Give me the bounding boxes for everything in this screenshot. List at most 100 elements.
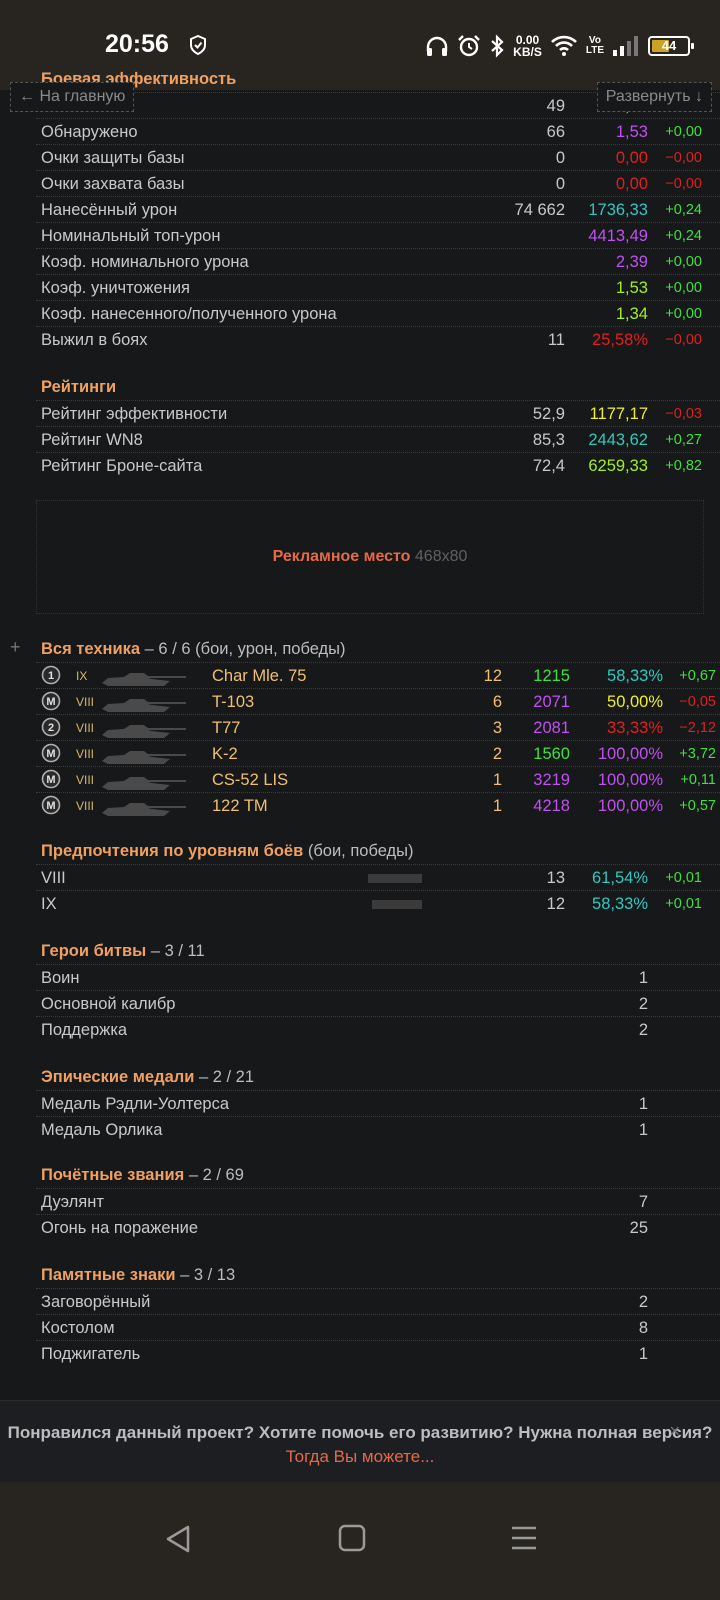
signal-icon — [613, 36, 638, 56]
mastery-badge-icon: M — [41, 743, 61, 763]
tier-winrate: 58,33% — [592, 895, 648, 913]
tier-label: IX — [41, 895, 57, 913]
vehicle-name[interactable]: K-2 — [212, 745, 238, 763]
status-time: 20:56 — [105, 30, 169, 58]
expand-vehicles-icon[interactable]: + — [10, 637, 21, 657]
achievement-label: Поддержка — [41, 1021, 128, 1039]
stat-value: 0 — [555, 149, 565, 167]
svg-text:M: M — [46, 774, 55, 786]
close-icon[interactable]: × — [669, 1421, 680, 1441]
achievement-label: Заговорённый — [41, 1293, 151, 1311]
svg-text:M: M — [46, 800, 55, 812]
vehicle-name[interactable]: Char Mle. 75 — [212, 667, 307, 685]
mastery-badge-icon: M — [41, 691, 61, 711]
achievement-label: Основной калибр — [41, 995, 176, 1013]
vehicle-row[interactable]: M VIII CS-52 LIS 1 3219 100,00% +0,11 — [36, 766, 720, 792]
achievement-row: Поддержка 2 — [36, 1016, 720, 1042]
vehicle-row[interactable]: 2 VIII T77 3 2081 33,33% −2,12 — [36, 714, 720, 740]
vehicle-row[interactable]: M VIII K-2 2 1560 100,00% +3,72 — [36, 740, 720, 766]
achievement-count: 25 — [629, 1219, 648, 1237]
stat-average: 1177,17 — [589, 405, 648, 423]
stat-delta: +0,00 — [665, 280, 702, 296]
achievement-row: Огонь на поражение 25 — [36, 1214, 720, 1240]
stat-value: 52,9 — [532, 405, 565, 423]
vehicles-title: Вся техника – 6 / 6 (бои, урон, победы) — [41, 640, 346, 658]
vehicle-battles: 12 — [483, 667, 502, 685]
home-button[interactable]: ← На главную — [10, 82, 135, 112]
support-banner: Понравился данный проект? Хотите помочь … — [0, 1400, 720, 1483]
menu-icon[interactable] — [510, 1524, 538, 1552]
vehicle-winrate: 50,00% — [607, 693, 663, 711]
ad-placeholder[interactable]: Рекламное место 468x80 — [36, 500, 704, 614]
vehicle-battles: 3 — [492, 719, 502, 737]
stat-average: 6259,33 — [588, 457, 648, 475]
tank-icon — [102, 725, 186, 738]
stat-row: Выжил в боях 11 25,58% −0,00 — [36, 326, 720, 352]
expand-button[interactable]: Развернуть ↓ — [596, 82, 712, 112]
vehicle-delta: +0,67 — [679, 668, 716, 684]
vehicle-damage: 2071 — [533, 693, 570, 711]
heroes-section: Герои битвы – 3 / 11 Воин 1 Основной калиб… — [36, 938, 720, 1042]
svg-text:M: M — [46, 696, 55, 708]
achievement-label: Медаль Орлика — [41, 1121, 163, 1139]
achievement-label: Дуэлянт — [41, 1193, 104, 1211]
achievement-count: 8 — [638, 1319, 648, 1337]
vehicle-row[interactable]: M VIII 122 TM 1 4218 100,00% +0,57 — [36, 792, 720, 818]
stat-label: Коэф. номинального урона — [41, 253, 249, 271]
vehicle-damage: 2081 — [533, 719, 570, 737]
stat-label: Обнаружено — [41, 123, 138, 141]
support-link[interactable]: Тогда Вы можете... — [285, 1447, 435, 1466]
support-question: Понравился данный проект? Хотите помочь … — [7, 1423, 713, 1442]
ratings-section: Рейтинги Рейтинг эффективности 52,9 1177,1… — [36, 374, 720, 478]
tank-icon — [102, 699, 186, 712]
achievement-row: Заговорённый 2 — [36, 1288, 720, 1314]
achievement-count: 7 — [638, 1193, 648, 1211]
volte-indicator: Vo LTE — [585, 35, 604, 56]
headphones-icon — [426, 36, 448, 56]
achievement-label: Огонь на поражение — [41, 1219, 199, 1237]
vehicle-battles: 6 — [492, 693, 502, 711]
achievement-count: 1 — [638, 969, 648, 987]
stat-delta: −0,03 — [665, 406, 702, 422]
heroes-title: Герои битвы – 3 / 11 — [41, 942, 205, 960]
stat-row: Коэф. уничтожения 1,53 +0,00 — [36, 274, 720, 300]
vehicle-winrate: 58,33% — [607, 667, 663, 685]
achievement-row: Медаль Орлика 1 — [36, 1116, 720, 1142]
svg-text:2: 2 — [48, 722, 54, 734]
stat-row: Коэф. номинального урона 2,39 +0,00 — [36, 248, 720, 274]
stat-average: 1,34 — [615, 305, 648, 323]
achievement-count: 1 — [638, 1095, 648, 1113]
stat-row: Рейтинг Броне-сайта 72,4 6259,33 +0,82 — [36, 452, 720, 478]
tiers-section: Предпочтения по уровням боёв (бои, побед… — [36, 838, 720, 916]
stat-delta: +0,00 — [665, 306, 702, 322]
mastery-badge-icon: 2 — [41, 717, 61, 737]
achievement-count: 1 — [638, 1345, 648, 1363]
vehicles-section: Вся техника – 6 / 6 (бои, урон, победы) … — [36, 636, 720, 818]
achievement-row: Воин 1 — [36, 964, 720, 990]
vehicle-tier: VIII — [76, 747, 95, 761]
achievement-row: Дуэлянт 7 — [36, 1188, 720, 1214]
tier-row: VIII 13 61,54% +0,01 — [36, 864, 720, 890]
tank-icon — [102, 751, 186, 764]
vehicle-name[interactable]: 122 TM — [212, 797, 268, 815]
vehicle-battles: 2 — [492, 745, 502, 763]
home-icon[interactable] — [338, 1524, 366, 1552]
tank-icon — [102, 777, 186, 790]
alarm-icon — [458, 35, 481, 57]
vehicle-name[interactable]: T77 — [212, 719, 241, 737]
vehicle-name[interactable]: CS-52 LIS — [212, 771, 289, 789]
stat-average: 0,00 — [615, 175, 648, 193]
network-speed: 0.00 KB/S — [513, 33, 542, 59]
vehicle-row[interactable]: 1 IX Char Mle. 75 12 1215 58,33% +0,67 — [36, 662, 720, 688]
stat-row: Рейтинг WN8 85,3 2443,62 +0,27 — [36, 426, 720, 452]
stat-value: 66 — [546, 123, 565, 141]
back-icon[interactable] — [164, 1524, 192, 1554]
stat-value: 72,4 — [532, 457, 565, 475]
stat-average: 1,53 — [615, 279, 648, 297]
stat-delta: −0,00 — [665, 176, 702, 192]
stat-label: Рейтинг Броне-сайта — [41, 457, 203, 475]
vehicle-row[interactable]: M VIII T-103 6 2071 50,00% −0,05 — [36, 688, 720, 714]
vehicle-name[interactable]: T-103 — [212, 693, 255, 711]
ad-label: Рекламное место — [272, 548, 411, 565]
vehicle-battles: 1 — [492, 797, 502, 815]
